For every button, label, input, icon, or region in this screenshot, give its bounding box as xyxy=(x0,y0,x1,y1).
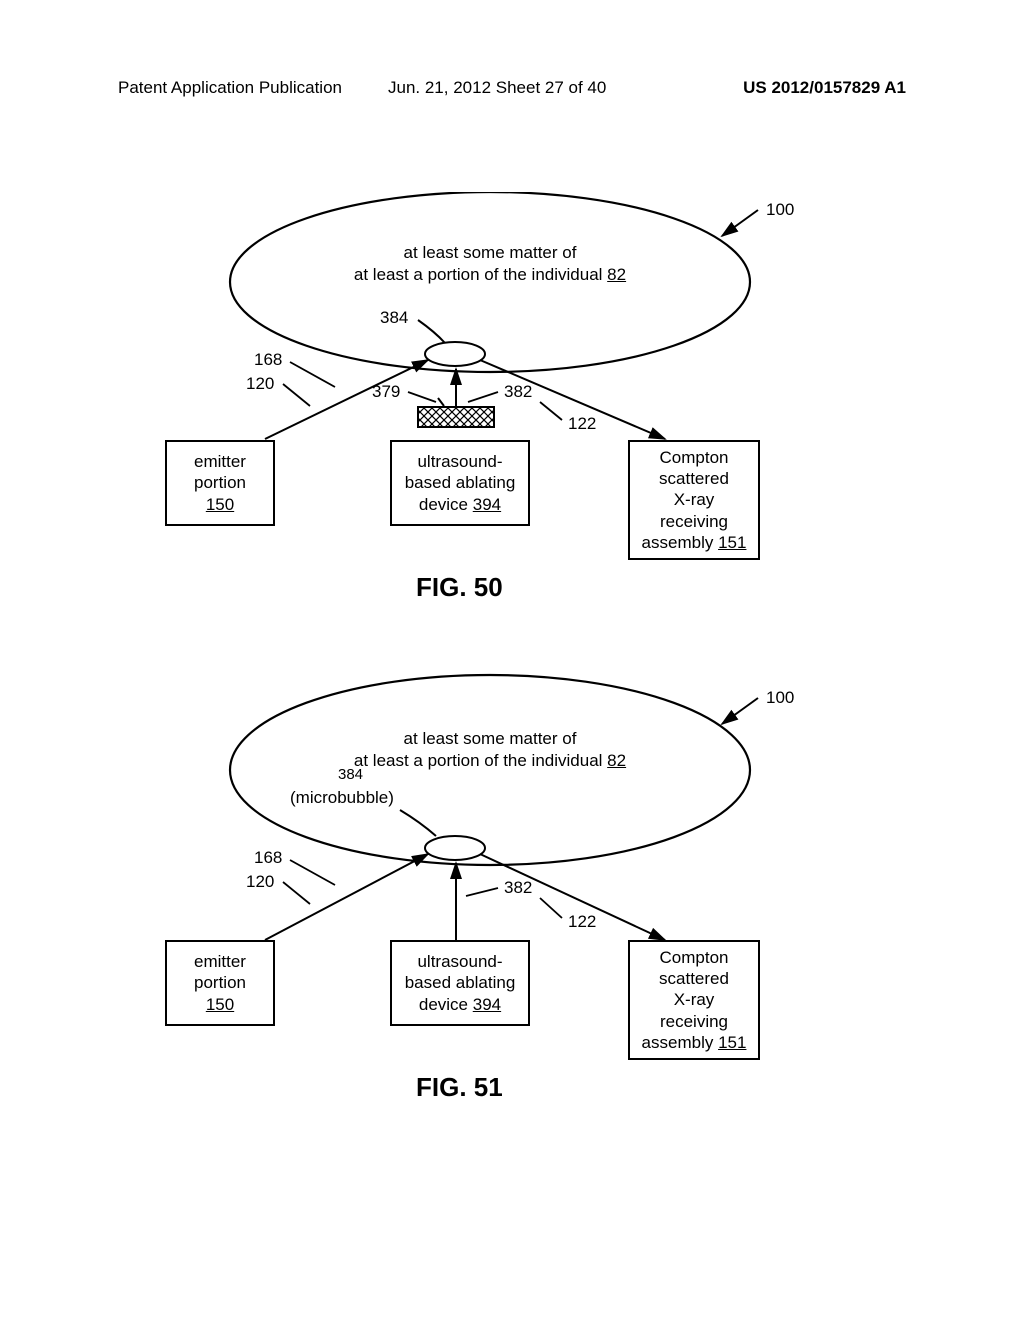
fig50-individual-text: at least some matter of at least a porti… xyxy=(310,242,670,286)
fig50-ref-379: 379 xyxy=(372,382,400,402)
header-left: Patent Application Publication xyxy=(118,78,342,98)
fig51-ref-382: 382 xyxy=(504,878,532,898)
fig50-us-l2: based ablating xyxy=(405,472,516,493)
fig50-compton-l5: assembly 151 xyxy=(642,532,747,553)
fig50-compton-l2: scattered xyxy=(659,468,729,489)
figure-50: at least some matter of at least a porti… xyxy=(0,192,1024,622)
fig51-ref-384: 384 xyxy=(338,766,363,783)
fig51-ref-100: 100 xyxy=(766,688,794,708)
fig51-caption: FIG. 51 xyxy=(416,1072,503,1103)
fig51-us-l2: based ablating xyxy=(405,972,516,993)
figure-51: at least some matter of at least a porti… xyxy=(0,670,1024,1120)
fig51-compton-l5: assembly 151 xyxy=(642,1032,747,1053)
fig50-ref-100: 100 xyxy=(766,200,794,220)
fig51-emitter-l1: emitter xyxy=(194,951,246,972)
header-right: US 2012/0157829 A1 xyxy=(743,78,906,98)
fig51-compton-l3: X-ray xyxy=(674,989,715,1010)
fig50-ref-82: 82 xyxy=(607,265,626,284)
fig50-emitter-l2: portion xyxy=(194,472,246,493)
fig50-emitter-box: emitter portion 150 xyxy=(165,440,275,526)
fig51-us-l1: ultrasound- xyxy=(417,951,502,972)
fig50-ref-382: 382 xyxy=(504,382,532,402)
fig51-microbubble: (microbubble) xyxy=(290,788,394,808)
fig51-emitter-ref: 150 xyxy=(206,994,234,1015)
fig51-ref-82: 82 xyxy=(607,751,626,770)
fig50-ref-122: 122 xyxy=(568,414,596,434)
fig50-compton-l1: Compton xyxy=(660,447,729,468)
fig50-ref-168: 168 xyxy=(254,350,282,370)
fig50-emitter-ref: 150 xyxy=(206,494,234,515)
page-header: Patent Application Publication Jun. 21, … xyxy=(0,78,1024,98)
fig50-ultrasound-box: ultrasound- based ablating device 394 xyxy=(390,440,530,526)
fig51-ref-120: 120 xyxy=(246,872,274,892)
fig51-ellipse-line1: at least some matter of xyxy=(404,729,577,748)
fig51-emitter-box: emitter portion 150 xyxy=(165,940,275,1026)
fig50-ref-120: 120 xyxy=(246,374,274,394)
fig51-ultrasound-box: ultrasound- based ablating device 394 xyxy=(390,940,530,1026)
fig50-emitter-l1: emitter xyxy=(194,451,246,472)
fig50-ellipse-line1: at least some matter of xyxy=(404,243,577,262)
fig51-compton-l2: scattered xyxy=(659,968,729,989)
fig50-compton-l4: receiving xyxy=(660,511,728,532)
fig51-ref-122: 122 xyxy=(568,912,596,932)
fig51-emitter-l2: portion xyxy=(194,972,246,993)
fig51-us-l3: device 394 xyxy=(419,994,501,1015)
fig50-ref-384: 384 xyxy=(380,308,408,328)
fig50-ellipse-line2a: at least a portion of the individual xyxy=(354,265,607,284)
fig51-compton-l4: receiving xyxy=(660,1011,728,1032)
fig51-ref-168: 168 xyxy=(254,848,282,868)
fig50-compton-l3: X-ray xyxy=(674,489,715,510)
fig51-ellipse-line2a: at least a portion of the individual xyxy=(354,751,607,770)
header-middle: Jun. 21, 2012 Sheet 27 of 40 xyxy=(388,78,606,98)
fig50-compton-box: Compton scattered X-ray receiving assemb… xyxy=(628,440,760,560)
fig51-individual-text: at least some matter of at least a porti… xyxy=(310,728,670,772)
fig51-compton-box: Compton scattered X-ray receiving assemb… xyxy=(628,940,760,1060)
fig50-caption: FIG. 50 xyxy=(416,572,503,603)
fig51-compton-l1: Compton xyxy=(660,947,729,968)
fig50-us-l3: device 394 xyxy=(419,494,501,515)
fig50-us-l1: ultrasound- xyxy=(417,451,502,472)
